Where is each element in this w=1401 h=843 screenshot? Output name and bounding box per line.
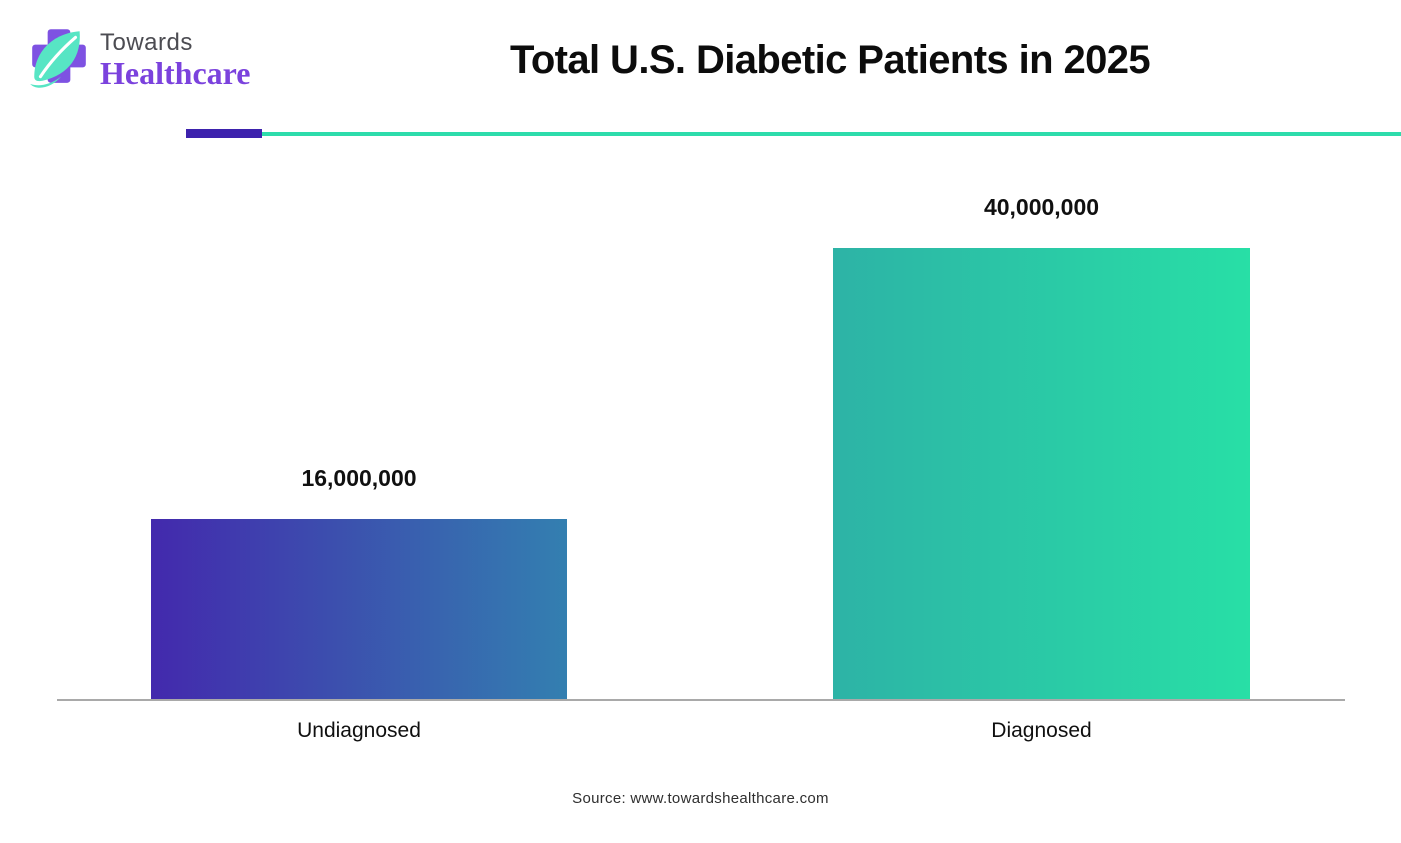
bar-group-diagnosed: 40,000,000 [833,194,1250,700]
chart-title: Total U.S. Diabetic Patients in 2025 [509,38,1151,82]
towards-healthcare-logo-icon [30,29,86,88]
bar-diagnosed [833,248,1250,700]
brand-line-towards: Towards [100,29,193,56]
divider-rule-teal [262,132,1401,136]
category-label-undiagnosed: Undiagnosed [297,719,421,742]
divider-accent-purple [186,129,262,138]
brand-line-healthcare: Healthcare [100,55,251,92]
brand-wordmark: Towards Healthcare [100,22,250,91]
value-label-undiagnosed: 16,000,000 [301,465,417,491]
logo-leaf-tail [30,76,62,88]
source-attribution: Source: www.towardshealthcare.com [572,790,829,807]
bar-undiagnosed [151,519,567,700]
logo-leaf-vein [38,35,78,79]
category-label-diagnosed: Diagnosed [991,719,1092,742]
brand-logo: Towards Healthcare [26,22,250,91]
value-label-diagnosed: 40,000,000 [983,194,1100,220]
bar-group-undiagnosed: 16,000,000 [151,465,567,700]
x-axis-line [57,699,1345,701]
